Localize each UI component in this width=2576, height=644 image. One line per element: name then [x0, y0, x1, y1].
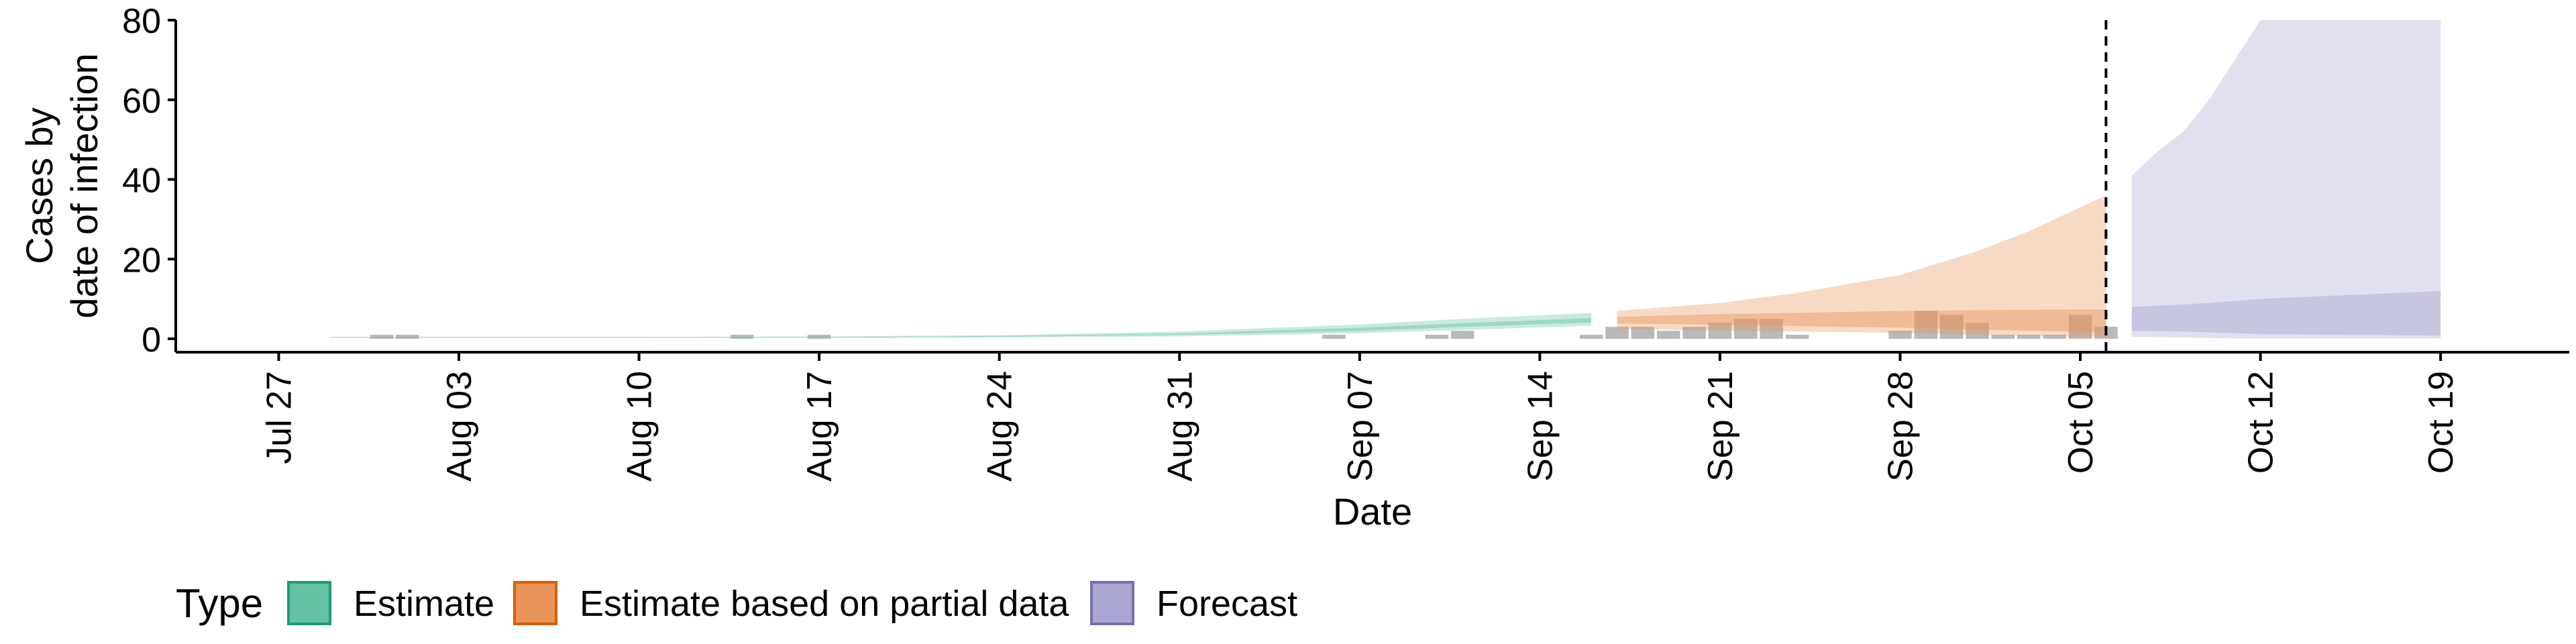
case-bar — [1605, 327, 1629, 339]
case-bar — [1708, 323, 1732, 339]
reported-cases-bars — [370, 311, 2118, 339]
legend: Type Estimate Estimate based on partial d… — [176, 581, 1297, 626]
x-tick-label: Oct 05 — [2061, 371, 2100, 474]
case-bar — [396, 335, 419, 339]
y-tick-label: 40 — [122, 162, 161, 201]
plot-area — [330, 20, 2441, 352]
x-tick-label: Oct 12 — [2242, 371, 2281, 474]
case-bar — [1322, 335, 1346, 339]
legend-swatch-estimate — [287, 581, 331, 625]
case-bar — [2043, 335, 2066, 339]
case-bar — [1785, 335, 1809, 339]
x-ticks: Jul 27 Aug 03 Aug 10 Aug 17 Aug 24 Aug 31 Sep … — [260, 352, 2461, 482]
x-tick-label: Aug 03 — [440, 371, 479, 482]
x-tick-label: Aug 10 — [621, 371, 659, 482]
x-tick-label: Jul 27 — [260, 371, 299, 464]
legend-label-estimate-based-on-partial-data: Estimate based on partial data — [580, 584, 1069, 624]
case-bar — [1760, 319, 1783, 339]
case-bar — [1656, 331, 1680, 339]
ribbons — [330, 20, 2441, 339]
x-axis-label: Date — [1333, 490, 1412, 533]
case-bar — [1991, 335, 2015, 339]
x-tick-label: Aug 17 — [800, 371, 839, 482]
case-bar — [1631, 327, 1655, 339]
case-bar — [1451, 331, 1474, 339]
axes: 0 20 40 60 80 Jul 27 Aug 03 Aug 10 Aug 17 Aug 24… — [122, 2, 2569, 482]
y-axis-label-line-1: Cases by — [18, 107, 60, 264]
legend-label-forecast: Forecast — [1157, 584, 1297, 624]
x-tick-label: Aug 24 — [981, 371, 1020, 482]
x-tick-label: Sep 14 — [1521, 371, 1560, 482]
legend-swatch-estimate-based-on-partial-data — [513, 581, 557, 625]
y-tick-label: 60 — [122, 82, 161, 121]
estimate-based-on-partial-data-outer-band — [1617, 195, 2106, 337]
forecast-outer-band — [2131, 20, 2441, 339]
estimate-based-on-partial-data-inner-band — [1617, 309, 2106, 333]
legend-swatch-forecast — [1090, 581, 1134, 625]
forecast-inner-band — [2131, 290, 2441, 336]
estimate-outer-band — [330, 313, 1592, 338]
case-bar — [2068, 315, 2092, 339]
case-bar — [1914, 311, 1938, 339]
estimate-inner-band — [330, 318, 1592, 338]
legend-label-estimate: Estimate — [354, 584, 494, 624]
y-tick-label: 80 — [122, 2, 161, 41]
x-tick-label: Sep 28 — [1882, 371, 1921, 482]
y-axis-label-line-2: date of infection — [63, 53, 105, 318]
case-bar — [1425, 335, 1449, 339]
y-ticks: 0 20 40 60 80 — [122, 2, 176, 360]
case-bar — [1888, 331, 1912, 339]
case-bar — [2017, 335, 2041, 339]
case-bar — [730, 335, 754, 339]
case-bar — [1966, 323, 1989, 339]
case-bar — [370, 335, 394, 339]
x-tick-label: Sep 07 — [1341, 371, 1380, 482]
case-bar — [1939, 315, 1964, 339]
case-bar — [1734, 319, 1758, 339]
x-tick-label: Aug 31 — [1161, 371, 1199, 482]
x-tick-label: Oct 19 — [2422, 371, 2461, 474]
case-bar — [807, 335, 831, 339]
legend-title: Type — [176, 581, 263, 626]
case-bar — [1682, 327, 1706, 339]
y-tick-label: 20 — [122, 241, 161, 280]
y-tick-label: 0 — [142, 321, 161, 360]
case-bar — [1579, 335, 1603, 339]
x-tick-label: Sep 21 — [1701, 371, 1740, 482]
